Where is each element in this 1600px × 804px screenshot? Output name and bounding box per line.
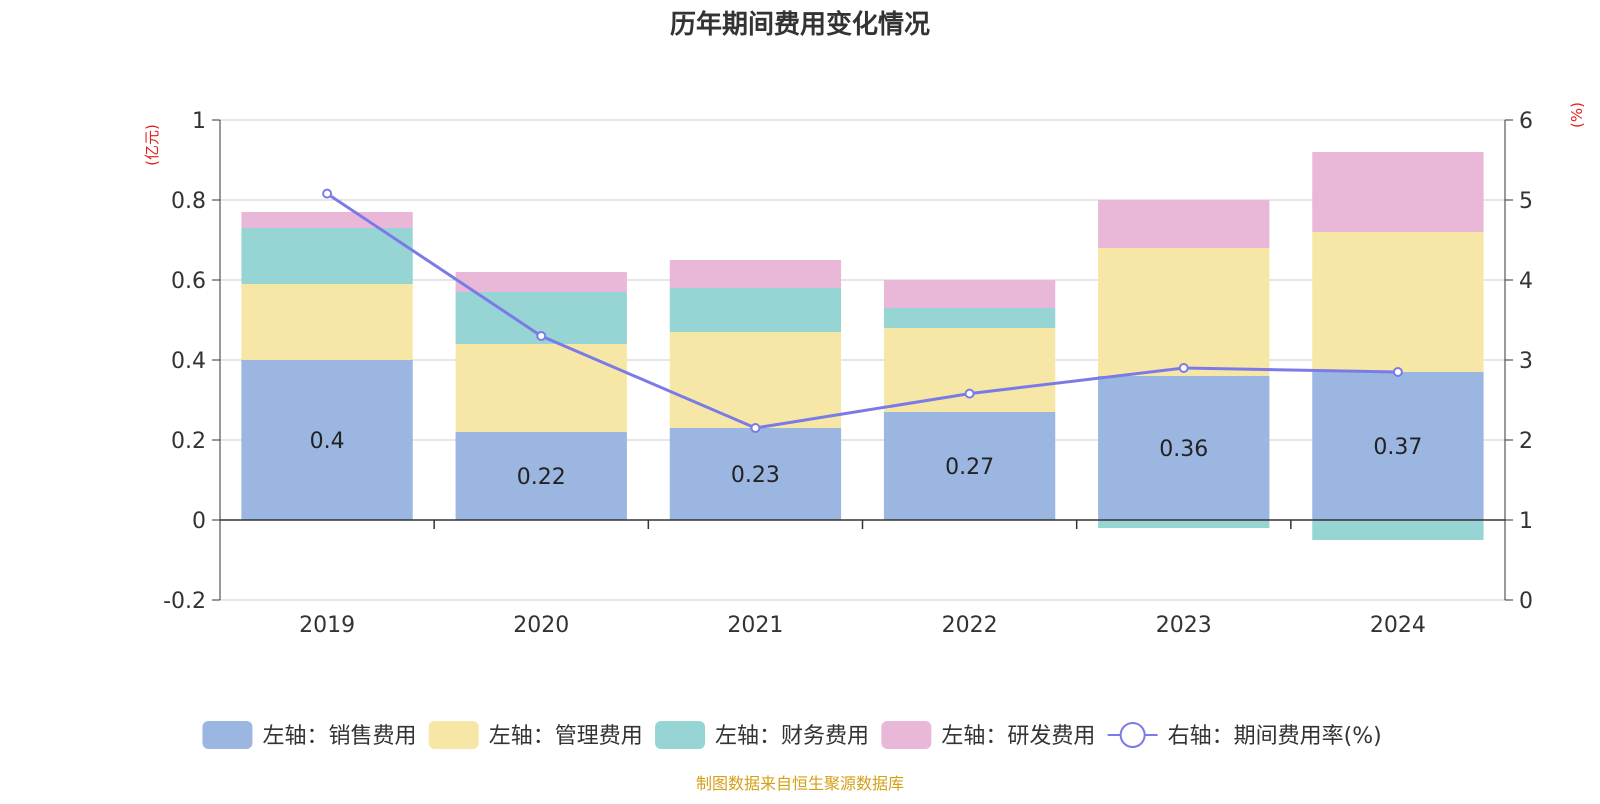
right-tick-label: 4 xyxy=(1519,269,1533,294)
chart-title: 历年期间费用变化情况 xyxy=(670,9,930,40)
legend-swatch-2 xyxy=(428,721,479,749)
left-tick-label: 0.4 xyxy=(171,349,206,374)
bar-value-label: 0.27 xyxy=(945,455,994,480)
left-tick-label: -0.2 xyxy=(163,589,206,614)
legend: 左轴：销售费用 左轴：管理费用 左轴：财务费用 左轴：研发费用 右轴：期间费用率(%) xyxy=(202,721,1382,749)
bar-1-2022 xyxy=(883,412,1056,520)
rate-point-2023 xyxy=(1178,363,1189,373)
left-tick-label: 0.2 xyxy=(171,429,206,454)
bar-4-2022 xyxy=(883,280,1056,308)
x-tick-label: 2023 xyxy=(1156,613,1212,638)
grid-lines xyxy=(220,119,1505,601)
legend-swatch-3 xyxy=(655,721,706,749)
left-tick-label: 0.8 xyxy=(171,189,206,214)
legend-swatch-1 xyxy=(202,721,253,749)
right-tick-label: 6 xyxy=(1519,109,1533,134)
legend-marker xyxy=(1119,722,1146,748)
rate-point-2019 xyxy=(322,188,333,199)
legend-label-2: 左轴：管理费用 xyxy=(489,724,643,749)
right-tick-label: 2 xyxy=(1519,429,1533,454)
bar-1-2020 xyxy=(455,432,627,520)
line-layer xyxy=(322,188,1403,433)
bar-1-2024 xyxy=(1312,372,1484,520)
legend-label-3: 左轴：财务费用 xyxy=(715,724,869,749)
right-tick-label: 1 xyxy=(1519,509,1533,534)
bar-3-2021 xyxy=(669,288,842,332)
rate-point-2020 xyxy=(536,331,547,341)
legend-label-1: 左轴：销售费用 xyxy=(262,724,416,749)
right-tick-label: 3 xyxy=(1519,349,1533,374)
bar-2-2022 xyxy=(883,328,1056,412)
legend-label-4: 左轴：研发费用 xyxy=(941,724,1095,749)
bar-1-2019 xyxy=(241,360,413,520)
bar-3-2024 xyxy=(1312,520,1484,540)
x-tick-label: 2020 xyxy=(513,613,569,638)
bar-4-2021 xyxy=(669,260,842,288)
bar-value-label: 0.23 xyxy=(731,463,780,488)
left-tick-label: 1 xyxy=(192,109,206,134)
bar-2-2019 xyxy=(241,284,413,360)
left-axis-unit: (亿元) xyxy=(143,124,161,166)
bar-value-label: 0.37 xyxy=(1373,435,1422,460)
x-tick-label: 2021 xyxy=(727,613,783,638)
legend-swatch-4 xyxy=(881,721,932,749)
bar-3-2019 xyxy=(241,228,413,284)
bar-value-label: 0.36 xyxy=(1159,437,1208,462)
bar-4-2020 xyxy=(455,272,627,292)
x-tick-label: 2024 xyxy=(1370,613,1426,638)
rate-point-2024 xyxy=(1392,367,1403,377)
data-labels: 0.4 0.22 0.23 0.27 0.36 0.37 xyxy=(310,429,1423,490)
right-axis-unit: (%) xyxy=(1568,102,1586,128)
rate-line xyxy=(326,192,1398,430)
bar-4-2023 xyxy=(1098,200,1270,248)
right-tick-label: 5 xyxy=(1519,189,1533,214)
x-tick-label: 2019 xyxy=(299,613,355,638)
right-tick-label: 0 xyxy=(1519,589,1533,614)
left-tick-label: 0.6 xyxy=(171,269,206,294)
bar-2-2021 xyxy=(669,332,842,428)
bar-1-2021 xyxy=(669,428,842,520)
bar-value-label: 0.22 xyxy=(517,465,566,490)
rate-point-2021 xyxy=(750,423,761,433)
bar-4-2019 xyxy=(241,212,413,228)
axes: -0.2 0 0.2 0.4 0.6 0.8 1 0 1 2 3 4 5 6 2019 2020 2021 202… xyxy=(163,109,1533,638)
left-tick-label: 0 xyxy=(192,509,206,534)
bar-2-2023 xyxy=(1098,248,1270,376)
legend-label-5: 右轴：期间费用率(%) xyxy=(1168,724,1382,749)
bar-2-2024 xyxy=(1312,232,1484,372)
bar-4-2024 xyxy=(1312,152,1484,232)
bar-3-2023 xyxy=(1098,520,1270,528)
bar-value-label: 0.4 xyxy=(310,429,345,454)
bar-layer xyxy=(241,152,1484,540)
bar-3-2022 xyxy=(883,308,1056,328)
bar-2-2020 xyxy=(455,344,627,432)
x-tick-label: 2022 xyxy=(942,613,998,638)
rate-point-2022 xyxy=(964,388,975,399)
source-note: 制图数据来自恒生聚源数据库 xyxy=(696,774,904,793)
bar-1-2023 xyxy=(1098,376,1270,520)
